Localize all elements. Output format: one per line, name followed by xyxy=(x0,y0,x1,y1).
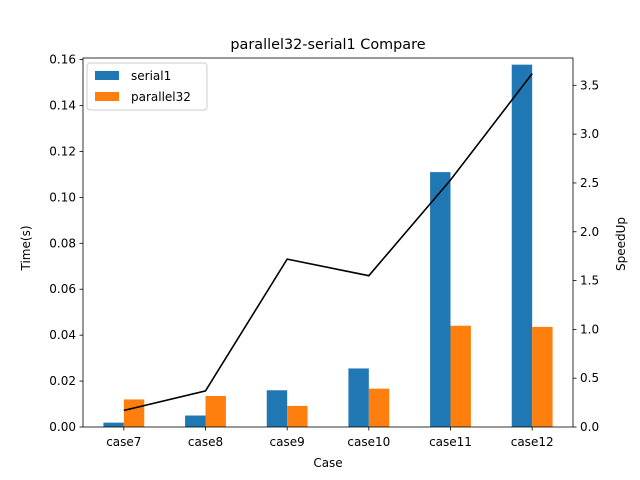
y-tick-label-1: 0.02 xyxy=(49,374,76,388)
bar-parallel32-case9 xyxy=(287,405,308,427)
legend-swatch-parallel32 xyxy=(95,92,119,101)
y2-tick-label-0: 0.0 xyxy=(580,420,599,434)
plot-area: 0.00 0.02 0.04 0.06 0.08 0.10 0.12 0.14 0.16 0.0 0… xyxy=(49,53,599,449)
y-tick-label-5: 0.10 xyxy=(49,190,76,204)
y2-tick-label-2: 1.0 xyxy=(580,322,599,336)
y-tick-label-6: 0.12 xyxy=(49,144,76,158)
legend: serial1 parallel32 xyxy=(86,62,208,111)
y-tick-label-2: 0.04 xyxy=(49,328,76,342)
bar-serial1-case11 xyxy=(430,172,451,427)
bar-serial1-case7 xyxy=(103,422,124,427)
y2-tick-label-3: 1.5 xyxy=(580,274,599,288)
speedup-line xyxy=(123,73,533,412)
y-tick-label-8: 0.16 xyxy=(49,53,76,67)
x-tick-label-case11: case11 xyxy=(429,435,472,449)
y2-tick-label-7: 3.5 xyxy=(580,78,599,92)
axes-frame xyxy=(82,57,574,428)
x-tick-label-case9: case9 xyxy=(270,435,305,449)
bar-parallel32-case12 xyxy=(532,326,553,427)
bar-serial1-case9 xyxy=(266,390,288,427)
bar-parallel32-case8 xyxy=(205,396,226,427)
y-tick-label-0: 0.00 xyxy=(49,420,76,434)
bar-parallel32-case7 xyxy=(123,399,145,427)
bar-serial1-case12 xyxy=(511,64,533,427)
x-tick-label-case10: case10 xyxy=(347,435,390,449)
y-tick-label-4: 0.08 xyxy=(49,236,76,250)
y-axis-label: Time(s) xyxy=(19,226,33,272)
x-tick-label-case8: case8 xyxy=(188,435,223,449)
bar-parallel32-case10 xyxy=(368,388,390,427)
bar-serial1-case10 xyxy=(348,368,369,427)
y-tick-label-3: 0.06 xyxy=(49,282,76,296)
y2-axis-label: SpeedUp xyxy=(614,217,628,271)
y-tick-label-7: 0.14 xyxy=(49,99,76,113)
legend-label-serial1: serial1 xyxy=(131,69,171,83)
y2-tick-label-5: 2.5 xyxy=(580,176,599,190)
bar-parallel32-case11 xyxy=(450,325,471,427)
x-tick-label-case12: case12 xyxy=(511,435,554,449)
x-axis-label: Case xyxy=(313,456,342,470)
y2-tick-label-4: 2.0 xyxy=(580,225,599,239)
legend-label-parallel32: parallel32 xyxy=(131,90,191,104)
y2-tick-label-6: 3.0 xyxy=(580,127,599,141)
legend-swatch-serial1 xyxy=(95,71,119,80)
y2-tick-label-1: 0.5 xyxy=(580,371,599,385)
chart-title: parallel32-serial1 Compare xyxy=(230,37,425,53)
x-tick-label-case7: case7 xyxy=(106,435,141,449)
bar-serial1-case8 xyxy=(185,415,206,427)
